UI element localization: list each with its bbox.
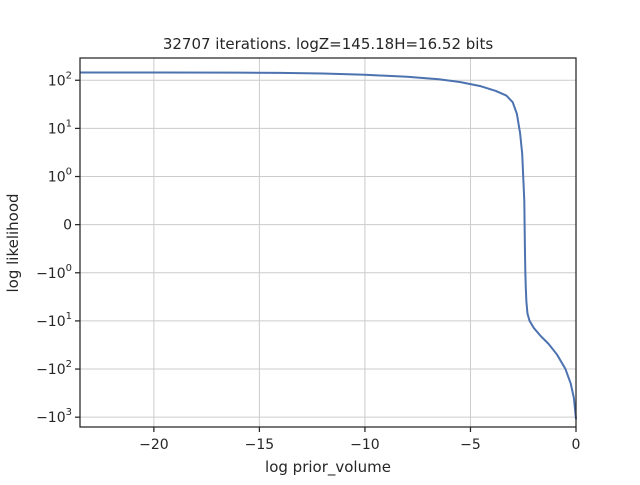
chart-title: 32707 iterations. logZ=145.18H=16.52 bit… [163,35,494,53]
y-tick-exponent: 2 [66,359,72,370]
y-tick-base: −10 [36,266,66,282]
grid [80,58,577,427]
y-tick-label: 0 [63,218,72,234]
y-tick-base: 10 [48,121,66,137]
y-tick-base: 0 [63,218,72,234]
y-tick-exponent: 1 [66,118,72,129]
x-tick-label: −10 [350,437,380,453]
series-layer [79,71,577,420]
y-tick-label: 102 [48,70,72,89]
y-tick-exponent: 0 [66,167,72,178]
y-tick-label: −101 [36,311,72,330]
y-tick-exponent: 0 [66,263,72,274]
y-tick-label: 101 [48,118,72,137]
y-tick-base: 10 [48,170,66,186]
x-tick-label: −20 [139,437,169,453]
x-tick-label: −15 [245,437,275,453]
x-axis-ticks: −20 −15 −10 −5 0 [139,427,580,453]
y-axis-label: log likelihood [4,193,22,292]
y-tick-base: −10 [36,314,66,330]
y-tick-base: 10 [48,73,66,89]
plot-frame [79,57,577,428]
x-tick-label: −5 [460,437,481,453]
y-tick-exponent: 1 [66,311,72,322]
x-axis-label: log prior_volume [265,458,391,477]
y-tick-base: −10 [36,410,66,426]
y-tick-exponent: 2 [66,70,72,81]
y-tick-label: 100 [48,167,72,186]
y-tick-label: −100 [36,263,72,282]
likelihood-series-line [79,71,577,420]
y-tick-base: −10 [36,362,66,378]
y-tick-label: −103 [36,407,72,426]
y-tick-exponent: 3 [66,407,72,418]
x-tick-label: 0 [572,437,581,453]
y-tick-label: −102 [36,359,72,378]
